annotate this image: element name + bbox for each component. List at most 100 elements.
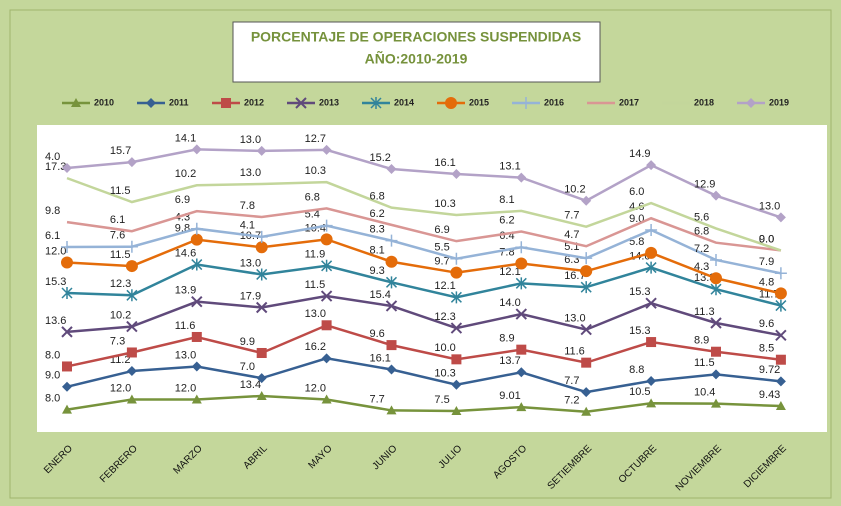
data-label: 9.72 <box>759 364 780 376</box>
series-line <box>66 238 782 295</box>
marker <box>256 145 267 156</box>
marker <box>710 272 722 285</box>
data-label: 6.8 <box>370 191 385 203</box>
data-label: 12.3 <box>434 311 455 323</box>
marker <box>126 366 137 377</box>
data-label: 12.0 <box>175 382 196 394</box>
marker <box>775 376 786 387</box>
marker <box>256 390 267 400</box>
legend-label: 2011 <box>169 97 189 107</box>
marker <box>645 261 657 274</box>
marker <box>710 283 722 296</box>
data-label: 12.7 <box>305 133 326 145</box>
data-label: 10.2 <box>175 168 196 180</box>
data-label: 10.3 <box>434 198 455 210</box>
marker <box>711 398 721 408</box>
data-label: 8.8 <box>629 364 644 376</box>
legend-label: 2013 <box>319 97 339 107</box>
series-line <box>66 176 782 252</box>
data-label: 6.9 <box>175 194 190 206</box>
marker <box>580 265 593 278</box>
data-label: 15.7 <box>110 145 131 157</box>
data-label: 9.8 <box>45 205 60 217</box>
data-label: 6.8 <box>305 191 320 203</box>
marker <box>320 233 333 246</box>
legend-marker <box>221 98 231 108</box>
data-label: 10.3 <box>434 368 455 380</box>
data-label: 9.7 <box>434 256 449 268</box>
marker <box>191 361 202 372</box>
data-label: 6.9 <box>434 224 449 236</box>
data-label: 11.6 <box>564 346 585 358</box>
marker <box>775 299 787 312</box>
data-label: 8.0 <box>45 393 60 405</box>
data-label: 12.0 <box>110 382 131 394</box>
data-label: 6.1 <box>45 230 60 242</box>
marker <box>711 190 721 201</box>
data-label: 16.7 <box>564 270 585 282</box>
data-label: 8.1 <box>499 194 514 206</box>
marker <box>775 401 786 411</box>
data-label: 14.0 <box>499 297 520 309</box>
data-label: 15.3 <box>629 286 650 298</box>
data-label: 8.5 <box>759 343 774 355</box>
data-label: 10.2 <box>564 184 585 196</box>
marker <box>581 357 592 368</box>
marker <box>386 364 397 375</box>
data-label: 6.2 <box>499 214 514 226</box>
data-label: 7.2 <box>694 243 709 255</box>
marker <box>581 406 592 416</box>
data-label: 17.9 <box>240 290 261 302</box>
marker <box>646 160 657 171</box>
marker <box>646 375 657 386</box>
data-label: 4.3 <box>694 261 709 273</box>
marker <box>321 259 333 272</box>
data-label: 12.1 <box>499 266 520 278</box>
data-label: 6.8 <box>694 226 709 238</box>
data-label: 7.7 <box>370 393 385 405</box>
marker <box>386 340 397 351</box>
marker <box>451 379 462 390</box>
marker <box>775 212 786 223</box>
marker <box>515 257 528 270</box>
marker <box>126 394 137 404</box>
marker <box>516 344 527 355</box>
marker <box>320 219 333 232</box>
data-label: 12.3 <box>110 278 131 290</box>
marker <box>61 326 73 338</box>
data-label: 4.7 <box>564 229 579 241</box>
marker <box>645 246 658 259</box>
data-label: 10.5 <box>629 386 650 398</box>
series-line <box>66 394 781 413</box>
marker <box>385 255 398 268</box>
data-label: 11.3 <box>694 306 715 318</box>
data-label: 9.43 <box>759 389 780 401</box>
title-box <box>232 21 601 83</box>
marker <box>126 157 137 168</box>
data-label: 14.9 <box>629 148 650 160</box>
legend-marker <box>746 98 756 108</box>
data-label: 9.01 <box>499 390 520 402</box>
data-label: 6.1 <box>110 214 125 226</box>
data-label: 13.6 <box>45 315 66 327</box>
marker <box>321 394 332 404</box>
marker <box>385 300 398 312</box>
data-label: 6.0 <box>629 186 644 198</box>
legend-label: 2017 <box>619 97 639 107</box>
data-label: 13.0 <box>240 257 261 269</box>
marker <box>62 361 72 372</box>
marker <box>255 301 268 314</box>
data-label: 12.1 <box>434 280 455 292</box>
marker <box>774 287 787 300</box>
marker <box>450 322 463 334</box>
marker <box>190 222 203 235</box>
marker <box>256 347 267 358</box>
marker <box>645 223 658 236</box>
marker <box>321 353 332 364</box>
data-label: 7.3 <box>110 335 125 347</box>
marker <box>450 291 462 304</box>
legend-marker <box>146 98 156 108</box>
data-label: 15.3 <box>45 276 66 288</box>
chart-title: PORCENTAJE DE OPERACIONES SUSPENDIDAS <box>251 29 581 45</box>
data-label: 14.6 <box>175 247 196 259</box>
